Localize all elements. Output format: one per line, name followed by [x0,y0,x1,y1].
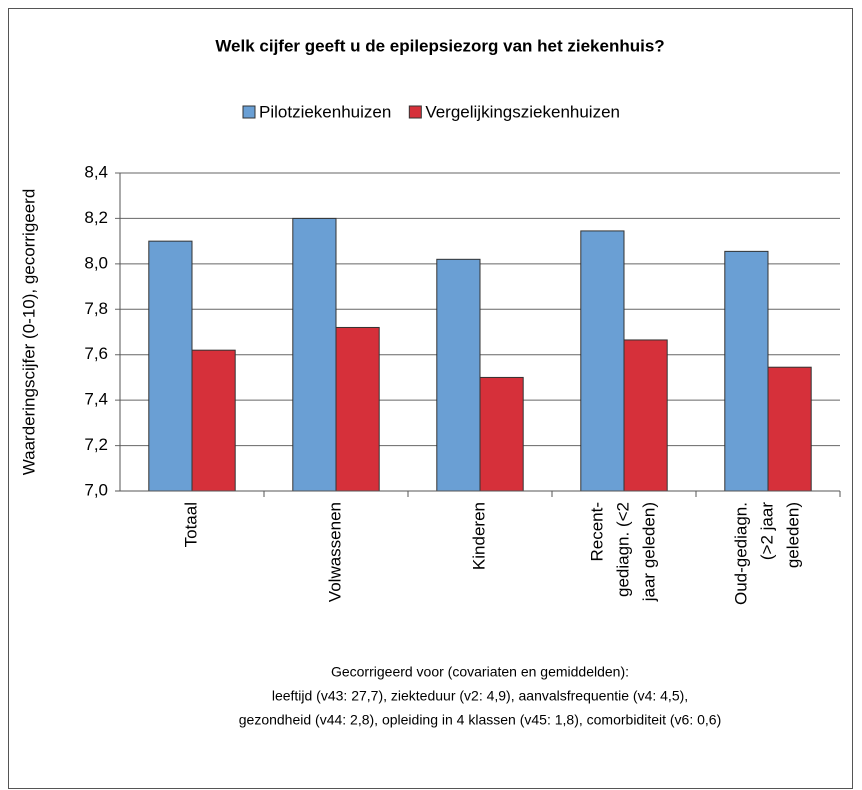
bar [148,240,193,492]
x-tick-label: Oud-gediagn. [731,502,750,605]
x-tick-label: Totaal [181,502,200,547]
y-tick-label: 7,4 [84,390,108,409]
legend-label: Pilotziekenhuizen [259,102,391,121]
bar [335,326,380,492]
y-tick-label: 7,6 [84,344,108,363]
bar [767,366,812,492]
y-tick-label: 8,2 [84,208,108,227]
chart-title: Welk cijfer geeft u de epilepsiezorg van… [215,36,664,55]
y-tick-label: 7,8 [84,299,108,318]
bar [479,376,524,492]
x-tick-label: jaar geleden) [639,502,658,602]
y-axis-label: Waarderingscijfer (0-10), gecorrigeerd [19,189,38,476]
y-tick-label: 7,2 [84,435,108,454]
y-tick-label: 7,0 [84,480,108,499]
legend-swatch [242,105,256,119]
bar [292,217,337,492]
x-tick-label: Volwassenen [325,502,344,602]
x-tick-label: gediagn. (<2 [613,502,632,597]
bar [580,230,625,492]
x-tick-label: Kinderen [469,502,488,570]
legend-swatch [408,105,422,119]
bar [623,339,668,492]
bar [436,258,481,492]
note: Gecorrigeerd voor (covariaten en gemidde… [331,664,629,680]
y-tick-label: 8,0 [84,253,108,272]
x-tick-label: geleden) [783,502,802,568]
x-tick-label: Recent- [587,502,606,562]
x-tick-label: (>2 jaar [757,502,776,560]
bar [724,250,769,492]
note: gezondheid (v44: 2,8), opleiding in 4 kl… [239,712,722,728]
bar [191,349,236,492]
note: leeftijd (v43: 27,7), ziekteduur (v2: 4,… [272,688,688,704]
y-tick-label: 8,4 [84,162,108,181]
legend-label: Vergelijkingsziekenhuizen [425,102,620,121]
